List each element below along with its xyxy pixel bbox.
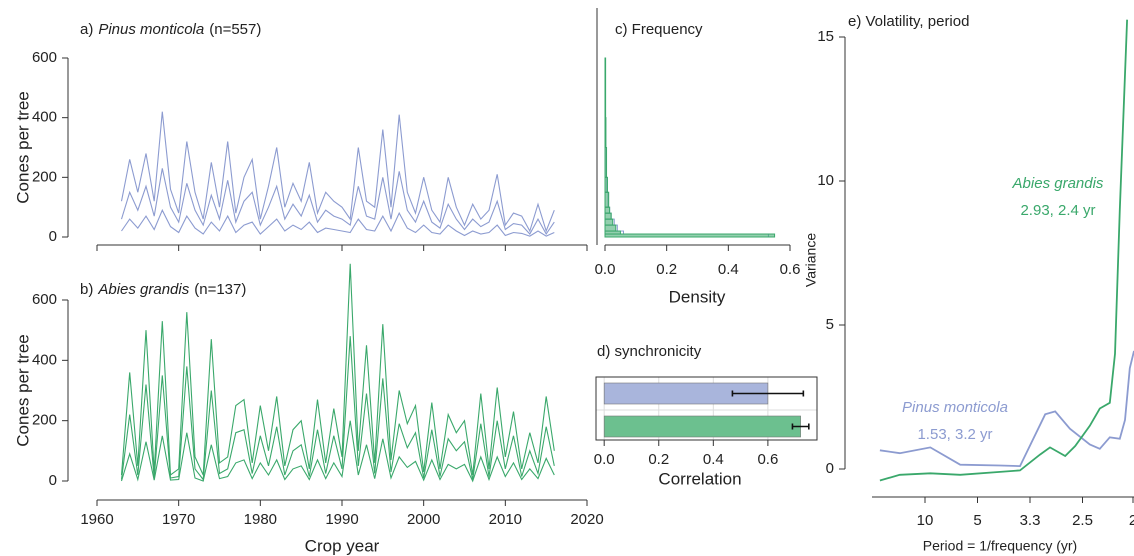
x-tick-label: 0.4 — [703, 451, 724, 468]
x-axis-label: Correlation — [658, 469, 741, 488]
x-tick-label: 1980 — [244, 511, 277, 528]
hist-bar — [604, 212, 612, 220]
y-axis-label: Cones per tree — [13, 91, 32, 203]
x-tick-label: 10 — [917, 512, 934, 529]
hist-bar — [604, 117, 607, 148]
series-line — [879, 19, 1128, 482]
y-tick-label: 200 — [32, 412, 57, 429]
hist-bar — [604, 147, 608, 178]
error-bar — [791, 423, 810, 430]
x-tick-label: 2000 — [407, 511, 440, 528]
x-tick-label: 2.5 — [1072, 512, 1093, 529]
y-tick-label: 0 — [49, 228, 57, 245]
y-tick-label: 200 — [32, 168, 57, 185]
series-label: Pinus monticola — [902, 399, 1008, 416]
title-part: Pinus monticola — [98, 21, 204, 38]
series-note: 2.93, 2.4 yr — [1020, 202, 1095, 219]
series-line — [120, 263, 555, 477]
x-tick-label: 3.3 — [1020, 512, 1041, 529]
hist-bar — [604, 224, 617, 232]
series-line — [120, 336, 555, 481]
y-tick-label: 5 — [826, 316, 834, 333]
x-tick-label: 1990 — [325, 511, 358, 528]
x-tick-label: 0.6 — [757, 451, 778, 468]
x-axis-label: Crop year — [305, 536, 380, 555]
series-note: 1.53, 3.2 yr — [917, 426, 992, 443]
x-tick-label: 2 — [1129, 512, 1134, 529]
y-tick-label: 600 — [32, 291, 57, 308]
series-line — [120, 168, 555, 236]
hist-bar — [604, 206, 611, 214]
x-tick-label: 0.6 — [780, 261, 801, 278]
frame — [595, 376, 818, 441]
x-tick-label: 0.4 — [718, 261, 739, 278]
series-line — [120, 420, 555, 483]
hist-bar — [604, 176, 608, 193]
y-tick-label: 10 — [817, 172, 834, 189]
title-part: (n=557) — [209, 21, 261, 38]
hist-bar — [604, 57, 607, 119]
hist-bar — [604, 233, 776, 238]
series-line — [120, 111, 555, 233]
bar — [603, 415, 801, 438]
panel-title: c) Frequency — [615, 21, 703, 38]
x-axis-label: Density — [669, 287, 726, 306]
x-tick-label: 0.2 — [656, 261, 677, 278]
x-tick-label: 0.2 — [648, 451, 669, 468]
title-part: a) — [80, 21, 93, 38]
y-tick-label: 15 — [817, 28, 834, 45]
title-part: b) — [80, 281, 93, 298]
y-tick-label: 0 — [826, 460, 834, 477]
title-part: Abies grandis — [97, 281, 189, 298]
y-tick-label: 0 — [49, 472, 57, 489]
y-axis-label: Cones per tree — [13, 334, 32, 446]
panel-title: d) synchronicity — [597, 343, 702, 360]
hist-bar — [604, 191, 610, 208]
panel-title: b) Abies grandis (n=137) — [80, 281, 246, 298]
series-line — [879, 350, 1134, 468]
series-label: Abies grandis — [1012, 175, 1104, 192]
series-line — [121, 208, 555, 237]
x-tick-label: 0.0 — [595, 261, 616, 278]
x-tick-label: 5 — [973, 512, 981, 529]
panel-title: a) Pinus monticola (n=557) — [80, 21, 261, 38]
x-axis-label: Period = 1/frequency (yr) — [923, 538, 1077, 554]
x-tick-label: 0.0 — [594, 451, 615, 468]
error-bar — [731, 390, 805, 397]
y-tick-label: 600 — [32, 49, 57, 66]
panel-title: e) Volatility, period — [848, 13, 969, 30]
title-part: (n=137) — [194, 281, 246, 298]
x-tick-label: 1970 — [162, 511, 195, 528]
x-tick-label: 2010 — [489, 511, 522, 528]
x-tick-label: 1960 — [80, 511, 113, 528]
y-tick-label: 400 — [32, 109, 57, 126]
hist-bar — [604, 218, 614, 226]
y-axis-label: Variance — [803, 233, 819, 287]
y-tick-label: 400 — [32, 351, 57, 368]
x-tick-label: 2020 — [570, 511, 603, 528]
